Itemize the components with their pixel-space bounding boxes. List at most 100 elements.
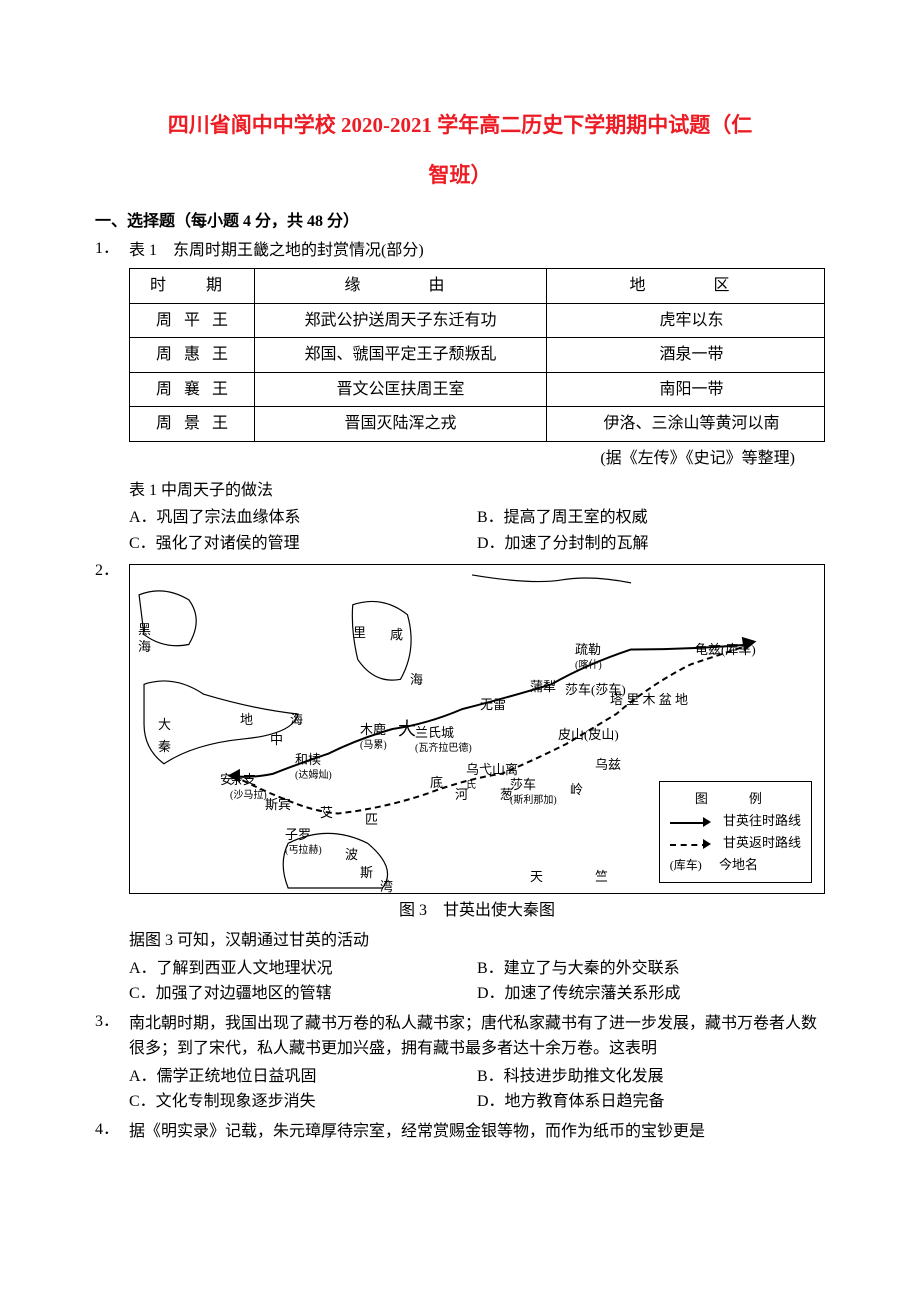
question-4: 4． 据《明实录》记载，朱元璋厚待宗室，经常赏赐金银等物，而作为纸币的宝钞更是 — [95, 1117, 825, 1147]
question-2: 2． 黑海大秦海地中条支(沙马拉)斯宾安子罗(丐拉赫)波斯湾艾匹底河和椟(达姆灿… — [95, 558, 825, 1006]
cell: 周襄王 — [130, 372, 255, 407]
cell: 南阳一带 — [546, 372, 824, 407]
th-period: 时 期 — [130, 268, 255, 303]
map-place-label: 兰氏城(瓦齐拉巴德) — [415, 723, 472, 754]
legend-item: 甘英返时路线 — [670, 832, 801, 854]
cell: 晋文公匡扶周王室 — [255, 372, 547, 407]
table-row: 周平王 郑武公护送周天子东迁有功 虎牢以东 — [130, 303, 825, 338]
map-place-label: 地 — [240, 710, 253, 731]
map-place-label: 湾 — [380, 877, 393, 894]
map-place-label: 塔 里 木 盆 地 — [610, 690, 688, 711]
legend-item: (库车) 今地名 — [670, 854, 801, 876]
map-place-label: 大 — [398, 715, 416, 744]
legend-text: 甘英返时路线 — [723, 835, 801, 850]
question-3: 3． 南北朝时期，我国出现了藏书万卷的私人藏书家；唐代私家藏书有了进一步发展，藏… — [95, 1009, 825, 1115]
map-place-label: 天 — [530, 867, 543, 888]
map-place-label: 莎车(斯利那加) — [510, 775, 557, 806]
map-place-label: 蒲犁 — [530, 677, 556, 698]
q4-stem: 据《明实录》记载，朱元璋厚待宗室，经常赏赐金银等物，而作为纸币的宝钞更是 — [129, 1119, 825, 1145]
map-place-label: 海 — [410, 670, 423, 691]
map-place-label: 无雷 — [480, 695, 506, 716]
legend-text: 甘英往时路线 — [723, 813, 801, 828]
q2-content: 黑海大秦海地中条支(沙马拉)斯宾安子罗(丐拉赫)波斯湾艾匹底河和椟(达姆灿)木鹿… — [129, 558, 825, 1006]
cell: 周平王 — [130, 303, 255, 338]
section-header: 一、选择题（每小题 4 分，共 48 分） — [95, 209, 825, 235]
map-place-label: 斯 — [360, 863, 373, 884]
title-line1: 四川省阆中中学校 2020-2021 学年高二历史下学期期中试题（仁 — [168, 113, 753, 137]
q4-content: 据《明实录》记载，朱元璋厚待宗室，经常赏赐金银等物，而作为纸币的宝钞更是 — [129, 1117, 825, 1147]
legend-text: 今地名 — [719, 857, 758, 872]
map-place-label: 安 — [220, 770, 233, 791]
q1-table: 时 期 缘 由 地 区 周平王 郑武公护送周天子东迁有功 虎牢以东 周惠王 郑国… — [129, 268, 825, 442]
map-place-label: 海 — [138, 637, 151, 658]
map-place-label: 海 — [290, 710, 303, 731]
option-a: A．巩固了宗法血缘体系 — [129, 505, 477, 531]
map-place-label: 艾 — [320, 803, 333, 824]
map-place-label: 乌兹 — [595, 755, 621, 776]
q2-stem: 据图 3 可知，汉朝通过甘英的活动 — [129, 928, 825, 954]
q3-options: A．儒学正统地位日益巩固 B．科技进步助推文化发展 C．文化专制现象逐步消失 D… — [129, 1064, 825, 1115]
q1-intro: 表 1 东周时期王畿之地的封赏情况(部分) — [129, 238, 825, 264]
option-a: A．了解到西亚人文地理状况 — [129, 956, 477, 982]
option-b: B．提高了周王室的权威 — [477, 505, 825, 531]
q2-options: A．了解到西亚人文地理状况 B．建立了与大秦的外交联系 C．加强了对边疆地区的管… — [129, 956, 825, 1007]
q2-number: 2． — [95, 558, 129, 1006]
question-1: 1． 表 1 东周时期王畿之地的封赏情况(部分) 时 期 缘 由 地 区 周平王… — [95, 236, 825, 556]
th-reason: 缘 由 — [255, 268, 547, 303]
cell: 郑国、虢国平定王子颓叛乱 — [255, 338, 547, 373]
map-place-label: 木鹿(马累) — [360, 720, 387, 751]
option-c: C．强化了对诸侯的管理 — [129, 531, 477, 557]
q1-options: A．巩固了宗法血缘体系 B．提高了周王室的权威 C．强化了对诸侯的管理 D．加速… — [129, 505, 825, 556]
cell: 郑武公护送周天子东迁有功 — [255, 303, 547, 338]
table-row: 周景王 晋国灭陆浑之戎 伊洛、三涂山等黄河以南 — [130, 407, 825, 442]
q1-number: 1． — [95, 236, 129, 556]
map-place-label: 中 — [270, 730, 283, 751]
map-place-label: 大 — [158, 715, 171, 736]
map-place-label: 秦 — [158, 737, 171, 758]
map-place-label: 龟兹(库车) — [695, 640, 756, 661]
legend-title: 图 例 — [670, 788, 801, 810]
map-place-label: 波 — [345, 845, 358, 866]
legend-label: (库车) — [670, 855, 716, 875]
cell: 酒泉一带 — [546, 338, 824, 373]
map-place-label: 斯宾 — [265, 795, 291, 816]
q3-number: 3． — [95, 1009, 129, 1115]
option-b: B．科技进步助推文化发展 — [477, 1064, 825, 1090]
th-region: 地 区 — [546, 268, 824, 303]
q1-source: (据《左传》《史记》等整理) — [129, 446, 825, 472]
legend-item: 甘英往时路线 — [670, 810, 801, 832]
option-d: D．加速了分封制的瓦解 — [477, 531, 825, 557]
page-title: 四川省阆中中学校 2020-2021 学年高二历史下学期期中试题（仁 智班） — [95, 100, 825, 201]
cell: 虎牢以东 — [546, 303, 824, 338]
cell: 周景王 — [130, 407, 255, 442]
title-line2: 智班） — [429, 163, 492, 187]
map-figure: 黑海大秦海地中条支(沙马拉)斯宾安子罗(丐拉赫)波斯湾艾匹底河和椟(达姆灿)木鹿… — [129, 564, 825, 894]
q3-stem: 南北朝时期，我国出现了藏书万卷的私人藏书家；唐代私家藏书有了进一步发展，藏书万卷… — [129, 1011, 825, 1062]
map-place-label: 条支(沙马拉) — [230, 770, 267, 801]
map-caption: 图 3 甘英出使大秦图 — [129, 898, 825, 924]
map-place-label: 岭 — [570, 780, 583, 801]
map-place-label: 匹 — [365, 810, 378, 831]
option-a: A．儒学正统地位日益巩固 — [129, 1064, 477, 1090]
option-d: D．加速了传统宗藩关系形成 — [477, 981, 825, 1007]
q1-content: 表 1 东周时期王畿之地的封赏情况(部分) 时 期 缘 由 地 区 周平王 郑武… — [129, 236, 825, 556]
table-row: 周襄王 晋文公匡扶周王室 南阳一带 — [130, 372, 825, 407]
option-b: B．建立了与大秦的外交联系 — [477, 956, 825, 982]
q1-stem: 表 1 中周天子的做法 — [129, 478, 825, 504]
map-place-label: 咸 — [390, 625, 403, 646]
q4-number: 4． — [95, 1117, 129, 1147]
map-place-label: 子罗(丐拉赫) — [285, 825, 322, 856]
map-place-label: 竺 — [595, 867, 608, 888]
cell: 晋国灭陆浑之戎 — [255, 407, 547, 442]
option-c: C．加强了对边疆地区的管辖 — [129, 981, 477, 1007]
cell: 伊洛、三涂山等黄河以南 — [546, 407, 824, 442]
map-place-label: 底 — [430, 773, 443, 794]
map-legend: 图 例 甘英往时路线 甘英返时路线 (库车) 今地名 — [659, 781, 812, 883]
option-c: C．文化专制现象逐步消失 — [129, 1089, 477, 1115]
cell: 周惠王 — [130, 338, 255, 373]
table-header-row: 时 期 缘 由 地 区 — [130, 268, 825, 303]
map-place-label: 皮山(皮山) — [558, 725, 619, 746]
map-place-label: 疏勒(喀什) — [575, 640, 602, 671]
map-place-label: 和椟(达姆灿) — [295, 750, 332, 781]
q3-content: 南北朝时期，我国出现了藏书万卷的私人藏书家；唐代私家藏书有了进一步发展，藏书万卷… — [129, 1009, 825, 1115]
